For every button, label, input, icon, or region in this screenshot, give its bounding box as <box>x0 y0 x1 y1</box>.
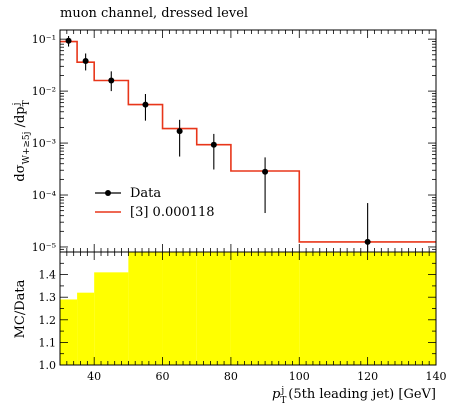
x-tick-label: 40 <box>87 370 101 383</box>
ratio-band-bin <box>60 299 78 365</box>
ratio-y-tick-label: 1.1 <box>39 336 57 349</box>
ratio-band-bin <box>94 272 129 365</box>
ratio-y-axis-label: MC/Data <box>13 279 28 338</box>
y-tick-label: 10⁻¹ <box>32 33 56 46</box>
y-tick-label: 10⁻⁵ <box>32 241 56 254</box>
x-axis-label: pTj (5th leading jet) [GeV] <box>272 386 436 404</box>
y-tick-label: 10⁻² <box>32 85 56 98</box>
ratio-y-tick-label: 1.4 <box>39 269 57 282</box>
main-panel: 10⁻¹ 10⁻² 10⁻³ 10⁻⁴ 10⁻⁵ dσW+≥5j /dpTj Data … <box>12 29 437 254</box>
ratio-band-bin <box>162 252 197 365</box>
ratio-band-bin <box>128 252 163 365</box>
x-tick-label: 100 <box>289 370 310 383</box>
data-point <box>210 141 217 148</box>
ratio-frame <box>59 251 437 366</box>
data-point <box>262 168 269 175</box>
ratio-y-tick-labels: 1.0 1.1 1.2 1.3 1.4 <box>39 269 57 372</box>
y-tick-label: 10⁻³ <box>32 137 56 150</box>
data-point <box>142 101 149 108</box>
ratio-band-bin <box>230 252 300 365</box>
main-ticks <box>59 30 437 253</box>
x-tick-label: 60 <box>156 370 170 383</box>
ratio-panel: 1.01.11.21.31.4 40 60 80 100 120 140 MC/Data … <box>13 251 447 404</box>
data-point <box>108 77 115 84</box>
data-point <box>82 57 89 64</box>
ratio-y-tick-label: 1.3 <box>39 291 57 304</box>
x-tick-label: 80 <box>224 370 238 383</box>
ratio-band <box>60 252 436 365</box>
legend-mc-entry: [3] 0.000118 <box>95 205 215 220</box>
ratio-ticks <box>59 251 437 366</box>
legend-label-data: Data <box>130 186 161 201</box>
x-tick-label: 140 <box>426 370 447 383</box>
data-point <box>364 238 371 245</box>
svg-text:MC/Data: MC/Data <box>13 279 28 338</box>
data-point <box>65 37 72 44</box>
data-point <box>176 128 183 135</box>
ratio-band-bin <box>196 252 231 365</box>
legend-data-marker <box>105 190 111 196</box>
ratio-y-tick-label: 1.0 <box>39 359 57 372</box>
legend-data-entry: Data <box>95 186 161 201</box>
svg-text:dσW+≥5j /dpTj: dσW+≥5j /dpTj <box>12 100 32 181</box>
data-points <box>65 35 371 252</box>
x-tick-labels: 40 60 80 100 120 140 <box>87 370 446 383</box>
legend: Data [3] 0.000118 <box>95 186 215 220</box>
chart-title: muon channel, dressed level <box>60 6 248 21</box>
ratio-y-tick-label: 1.2 <box>39 314 57 327</box>
main-y-axis-label: dσW+≥5j /dpTj <box>12 100 32 181</box>
y-tick-label: 10⁻⁴ <box>32 189 57 202</box>
main-frame <box>59 29 437 253</box>
ratio-band-bin <box>299 252 436 365</box>
ratio-band-bin <box>77 292 95 365</box>
main-y-tick-labels: 10⁻¹ 10⁻² 10⁻³ 10⁻⁴ 10⁻⁵ <box>32 33 57 254</box>
legend-label-mc: [3] 0.000118 <box>130 205 215 220</box>
x-tick-label: 120 <box>357 370 378 383</box>
